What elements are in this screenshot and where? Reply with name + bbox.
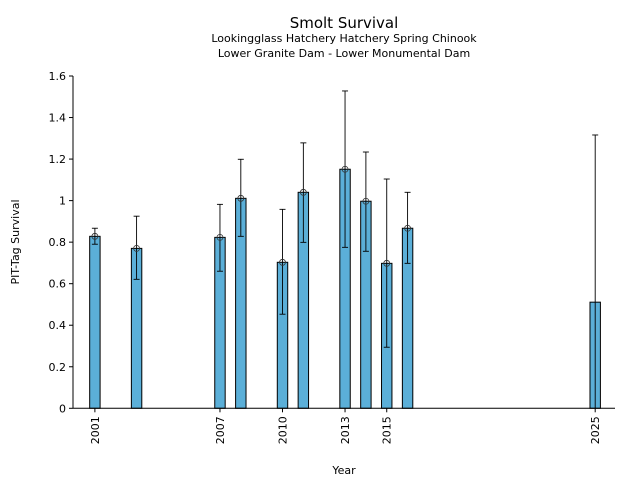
- x-tick-label: 2007: [214, 416, 227, 444]
- x-tick-label: 2015: [381, 416, 394, 444]
- y-tick-label: 0.2: [49, 361, 67, 374]
- survival-marker-2003: [133, 244, 140, 252]
- x-tick-label: 2025: [589, 416, 602, 444]
- y-axis-label: PIT-Tag Survival: [9, 199, 22, 284]
- x-axis-label: Year: [331, 464, 356, 477]
- survival-marker-2016: [404, 224, 411, 232]
- chart-subtitle-2: Lower Granite Dam - Lower Monumental Dam: [218, 47, 470, 60]
- y-tick-label: 0.8: [49, 236, 67, 249]
- x-tick-label: 2013: [339, 416, 352, 444]
- chart-subtitle-1: Lookingglass Hatchery Hatchery Spring Ch…: [211, 32, 477, 45]
- y-tick-label: 1.4: [49, 112, 67, 125]
- survival-marker-2014: [362, 197, 370, 205]
- y-tick-label: 1: [59, 195, 66, 208]
- y-tick-label: 0: [59, 402, 66, 415]
- x-tick-label: 2010: [277, 416, 290, 444]
- survival-marker-2010: [279, 258, 286, 266]
- y-tick-label: 1.2: [49, 153, 67, 166]
- survival-marker-2007: [216, 233, 224, 241]
- survival-marker-2011: [299, 188, 307, 196]
- chart-title: Smolt Survival: [290, 14, 399, 32]
- survival-marker-2008: [237, 194, 245, 202]
- survival-marker-2015: [383, 259, 391, 267]
- survival-marker-2001: [91, 232, 99, 240]
- survival-marker-2013: [341, 165, 349, 173]
- y-tick-label: 1.6: [49, 70, 67, 83]
- y-tick-label: 0.4: [49, 319, 67, 332]
- y-tick-label: 0.6: [49, 278, 67, 291]
- x-tick-label: 2001: [89, 416, 102, 444]
- bar-2001: [89, 235, 101, 409]
